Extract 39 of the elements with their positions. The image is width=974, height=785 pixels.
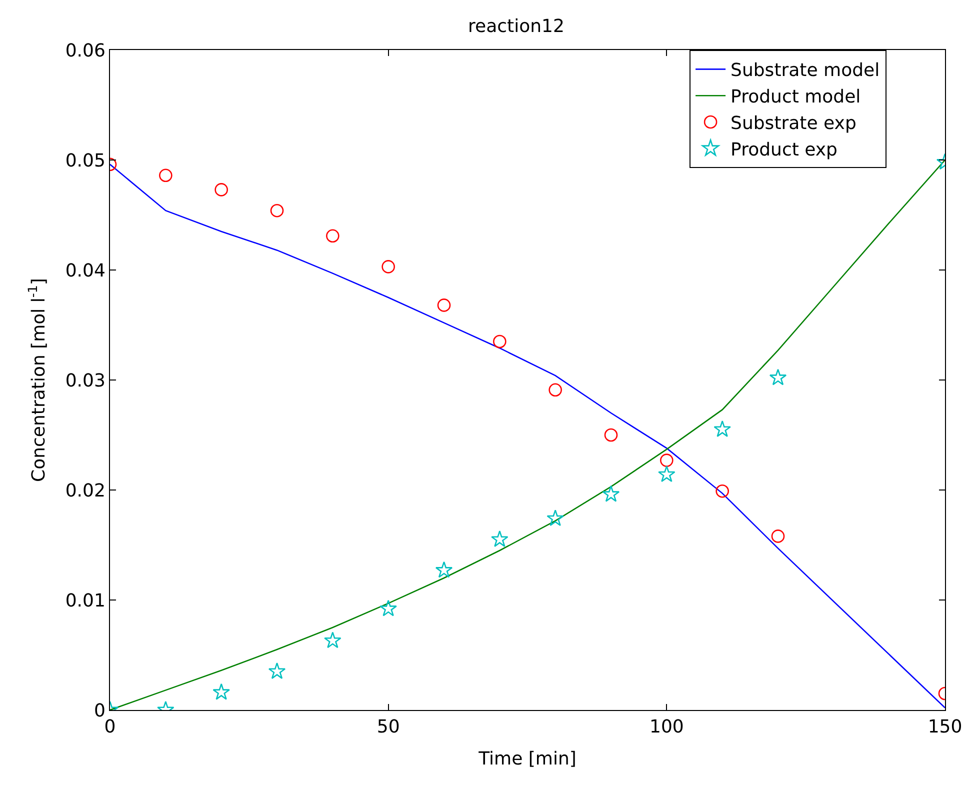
point <box>602 485 620 502</box>
point <box>212 683 230 700</box>
point <box>214 183 228 196</box>
point <box>769 368 787 386</box>
y-tick-label: 0.06 <box>65 40 106 62</box>
x-tick-label: 150 <box>928 716 962 738</box>
point <box>714 420 731 437</box>
point <box>326 229 340 243</box>
point <box>270 204 284 218</box>
y-tick-label: 0.05 <box>65 150 106 172</box>
y-tick-label: 0.03 <box>65 370 106 392</box>
y-tick-label: 0.04 <box>65 260 106 282</box>
point <box>382 260 395 274</box>
x-tick-label: 50 <box>376 716 400 738</box>
point <box>491 530 508 547</box>
point <box>546 510 564 526</box>
point <box>437 298 451 312</box>
point <box>716 484 729 498</box>
point <box>324 632 342 648</box>
legend-label: Product exp <box>730 139 838 160</box>
point <box>548 383 562 397</box>
y-tick-label: 0.01 <box>65 590 106 612</box>
x-axis-title: Time [min] <box>478 748 576 770</box>
legend-label: Substrate exp <box>730 113 856 134</box>
point <box>435 561 453 578</box>
point <box>660 454 674 467</box>
point <box>771 530 785 543</box>
point <box>380 600 397 616</box>
y-tick-label: 0 <box>94 700 106 722</box>
y-tick-label: 0.02 <box>65 480 106 502</box>
point <box>159 168 172 182</box>
point <box>658 466 676 482</box>
x-tick-label: 100 <box>649 716 684 738</box>
legend-label: Substrate model <box>730 60 880 82</box>
point <box>604 428 618 442</box>
chart-title: reaction12 <box>468 16 564 38</box>
point <box>268 662 286 679</box>
legend-label: Product model <box>730 86 861 108</box>
point <box>493 334 506 348</box>
